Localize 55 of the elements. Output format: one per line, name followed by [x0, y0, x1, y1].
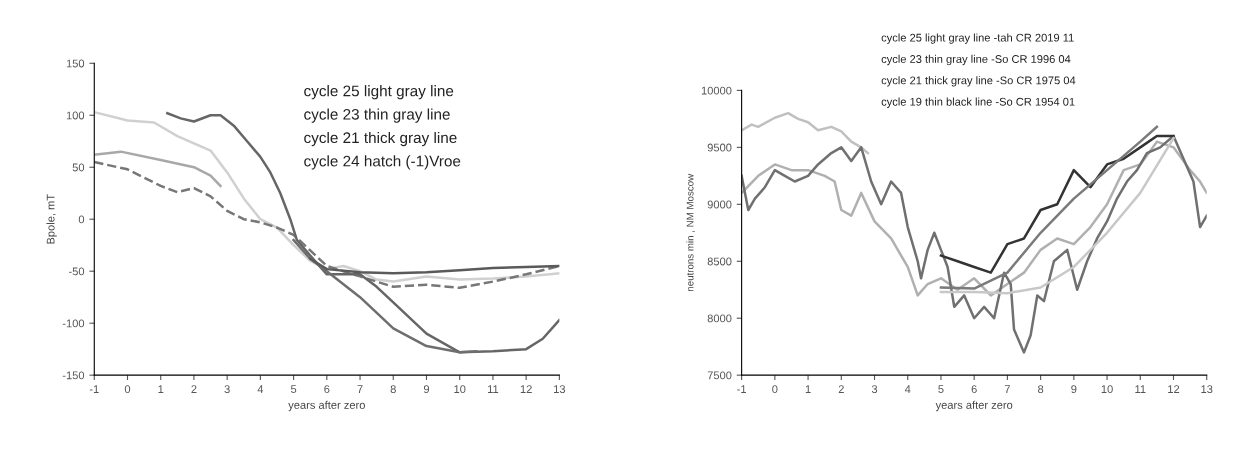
- y-tick-label: 9500: [707, 143, 732, 152]
- x-tick-label: 7: [1004, 385, 1010, 393]
- x-tick-label: 2: [838, 385, 844, 393]
- x-tick-label: 0: [772, 385, 778, 394]
- y-axis-title: Bpole, mT: [46, 194, 57, 244]
- x-tick-label: 11: [488, 385, 499, 393]
- y-tick-label: 100: [66, 111, 85, 120]
- x-tick-label: 0: [124, 385, 131, 394]
- y-tick-label: -150: [62, 371, 85, 380]
- x-tick-label: 4: [257, 385, 264, 393]
- y-tick-label: 150: [66, 59, 85, 68]
- y-tick-label: -50: [68, 267, 85, 276]
- y-tick-label: 0: [78, 215, 85, 224]
- annotation: cycle 23 thin gray line: [304, 108, 450, 123]
- x-tick-label: 3: [871, 385, 878, 394]
- x-axis-title: years after zero: [288, 400, 365, 412]
- x-tick-label: 10: [454, 385, 466, 394]
- annotation: cycle 25 light gray line: [304, 85, 454, 100]
- x-tick-label: 6: [324, 385, 330, 394]
- x-tick-label: -1: [737, 385, 747, 393]
- x-tick-label: 12: [520, 385, 532, 393]
- x-axis-title: years after zero: [935, 400, 1013, 412]
- x-tick-label: 3: [224, 385, 230, 394]
- text: cycle 23 thin gray line -So CR 1996 04: [881, 54, 1071, 66]
- y-tick-label: 8000: [707, 314, 732, 323]
- x-tick-label: 5: [938, 385, 944, 394]
- text: cycle 25 light gray line -tah CR 2019 11: [881, 33, 1074, 44]
- x-tick-label: 9: [1071, 385, 1077, 394]
- x-tick-label: 2: [191, 385, 197, 393]
- x-tick-label: 13: [1201, 385, 1213, 394]
- x-tick-label: 8: [1038, 385, 1044, 394]
- x-tick-label: 1: [158, 385, 164, 393]
- x-tick-label: 4: [904, 385, 911, 393]
- y-tick-label: 10000: [701, 86, 732, 95]
- y-tick-label: 50: [72, 163, 85, 172]
- x-tick-label: 7: [357, 385, 363, 393]
- x-tick-label: 6: [971, 385, 977, 394]
- x-tick-label: 8: [390, 385, 396, 394]
- text: cycle 21 thick gray line -So CR 1975 04: [881, 76, 1076, 87]
- y-tick-label: 8500: [707, 257, 732, 266]
- y-tick-label: 9000: [707, 200, 732, 209]
- y-tick-label: 7500: [707, 371, 732, 380]
- x-tick-label: 1: [805, 385, 811, 393]
- annotation: cycle 24 hatch (-1)Vroe: [304, 155, 461, 170]
- x-tick-label: -1: [89, 385, 99, 393]
- x-tick-label: 11: [1135, 385, 1146, 393]
- x-tick-label: 12: [1168, 385, 1180, 393]
- y-tick-label: -100: [62, 319, 85, 328]
- x-tick-label: 13: [554, 385, 566, 394]
- annotation: cycle 21 thick gray line: [304, 131, 457, 147]
- x-tick-label: 10: [1101, 385, 1113, 394]
- y-axis-title: neutrons min , NM Moscow: [686, 173, 695, 292]
- x-tick-label: 5: [290, 385, 297, 394]
- x-tick-label: 9: [423, 385, 430, 394]
- annotation: cycle 19 thin black line -So CR 1954 01: [881, 97, 1075, 108]
